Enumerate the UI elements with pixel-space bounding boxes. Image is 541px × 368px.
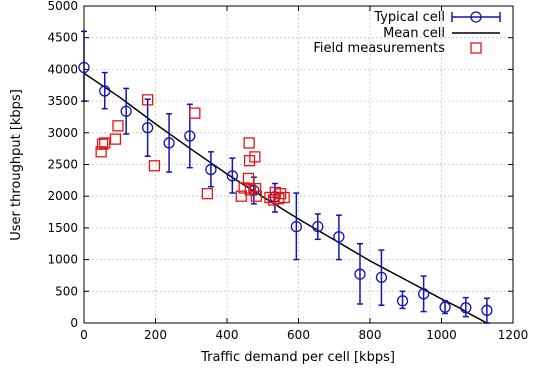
typical-cell-point <box>184 130 196 142</box>
field-measurement-point <box>274 188 287 200</box>
tick-layer: 0 200 400 600 800 1000 1200 0 500 1000 1500 2000 250… <box>47 0 528 342</box>
field-measurement-point <box>249 151 261 163</box>
typical-cell-point <box>396 295 409 307</box>
errorbar-layer <box>81 30 490 324</box>
y-tick-label: 500 <box>55 284 78 298</box>
field-measurement-point <box>243 137 255 149</box>
field-measurement-point <box>250 190 262 202</box>
y-tick-label: 4000 <box>47 62 78 76</box>
typical-cell-point <box>163 137 175 149</box>
field-measurement-point <box>148 160 161 172</box>
x-tick-label: 200 <box>144 328 167 342</box>
field-measurement-point <box>112 120 124 132</box>
legend-label-typical-cell: Typical cell <box>373 10 445 25</box>
field-measurement-point <box>189 107 201 119</box>
legend-label-field-measurements: Field measurements <box>313 41 445 56</box>
x-tick-label: 800 <box>359 328 382 342</box>
field-measurement-point <box>141 94 154 106</box>
y-tick-label: 2000 <box>47 189 78 203</box>
typical-cell-point <box>375 271 388 284</box>
typical-cell-point <box>312 220 324 233</box>
field-measurement-point <box>99 137 111 149</box>
x-tick-label: 400 <box>216 328 239 342</box>
typical-cell-point <box>226 170 239 182</box>
field-measurement-point <box>249 182 262 195</box>
typical-cell-point <box>354 268 366 280</box>
typical-cell-point <box>481 304 493 316</box>
x-axis-label: Traffic demand per cell [kbps] <box>200 350 395 365</box>
y-tick-label: 3500 <box>47 94 78 108</box>
field-measurement-point <box>201 188 213 200</box>
field-measurement-point <box>96 138 109 150</box>
typical-cell-point <box>141 122 154 134</box>
typical-cell-point <box>120 105 132 117</box>
typical-cell-point <box>99 85 111 97</box>
field-measurement-point <box>109 133 122 145</box>
y-tick-label: 4500 <box>47 31 78 45</box>
field-measurement-point <box>242 172 255 185</box>
typical-cell-point <box>205 163 217 176</box>
typical-cell-point <box>417 288 430 300</box>
field-measurement-point <box>235 190 247 202</box>
legend-label-mean-cell: Mean cell <box>383 26 445 41</box>
legend: Typical cell Mean cell Field measurement… <box>313 10 501 56</box>
legend-swatch-typical-cell <box>451 11 501 23</box>
y-tick-label: 5000 <box>47 0 78 13</box>
y-tick-label: 0 <box>70 316 78 330</box>
field-measurement-point <box>278 191 290 204</box>
marker-layer <box>78 61 493 316</box>
typical-cell-point <box>333 231 345 243</box>
typical-cell-point <box>460 302 472 314</box>
typical-cell-point <box>290 220 303 233</box>
x-tick-label: 1000 <box>426 328 457 342</box>
x-tick-label: 0 <box>80 328 88 342</box>
y-axis-label: User throughput [kbps] <box>9 89 24 241</box>
x-tick-label: 1200 <box>498 328 529 342</box>
y-tick-label: 3000 <box>47 126 78 140</box>
typical-cell-point <box>439 301 451 313</box>
y-tick-label: 1500 <box>47 221 78 235</box>
field-measurement-point <box>95 146 107 158</box>
grid-layer <box>84 6 513 323</box>
y-tick-label: 2500 <box>47 158 78 172</box>
y-tick-label: 1000 <box>47 253 78 267</box>
x-tick-label: 600 <box>287 328 310 342</box>
legend-swatch-field-measurements <box>470 42 482 54</box>
